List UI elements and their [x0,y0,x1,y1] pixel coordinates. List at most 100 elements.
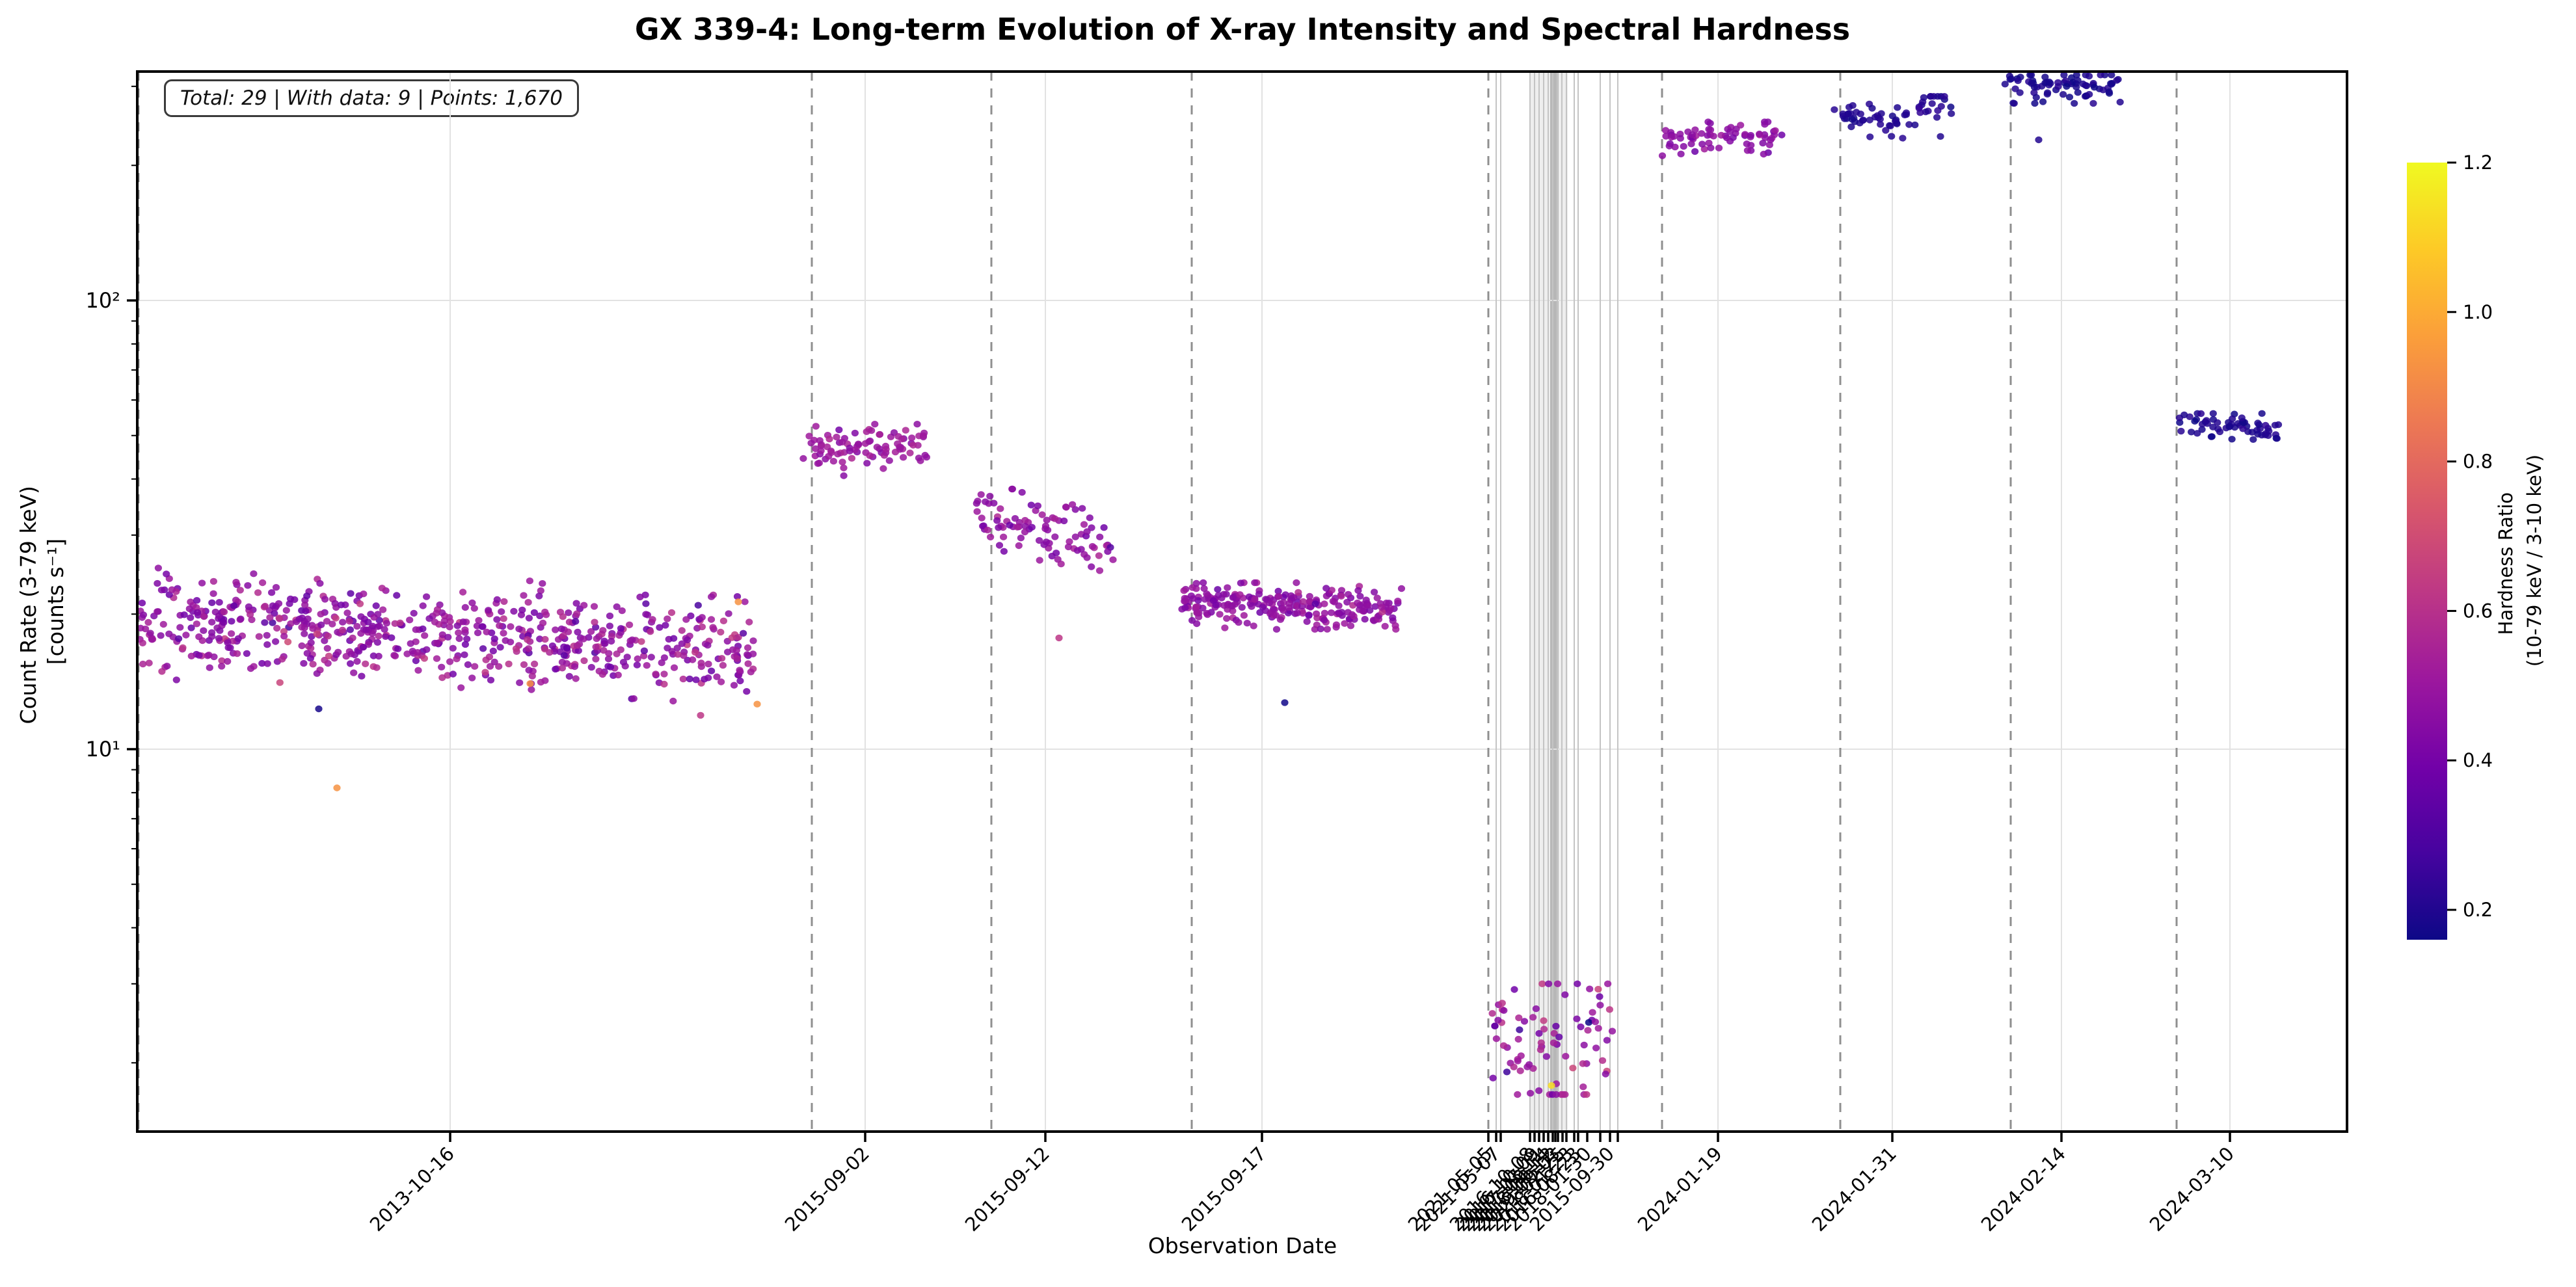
scatter-point [1760,150,1767,158]
scatter-point [284,638,292,646]
scatter-point [1321,617,1328,624]
scatter-point [220,619,228,626]
scatter-point [313,630,321,637]
scatter-point [563,644,571,652]
plot-frame [136,70,2348,1133]
scatter-point [525,667,533,674]
scatter-point [993,517,1001,524]
scatter-point [2065,94,2074,101]
scatter-point [372,602,380,609]
scatter-point [271,610,278,617]
scatter-point [1517,1052,1525,1059]
scatter-point [719,617,727,624]
scatter-point [362,626,370,633]
scatter-point [1858,117,1867,124]
scatter-point [1235,618,1242,626]
scatter-point [664,615,671,622]
scatter-point [2044,89,2052,96]
scatter-point [282,607,290,614]
scatter-point [812,423,820,430]
scatter-point [1591,1018,1600,1026]
scatter-point [1580,1041,1588,1049]
scatter-point [195,652,203,659]
scatter-point [375,617,383,624]
scatter-point [1767,137,1775,144]
scatter-point [1280,599,1287,606]
scatter-point [557,625,565,633]
scatter-point [1579,1060,1587,1067]
scatter-point [573,642,582,649]
scatter-point [623,654,631,661]
scatter-point [461,651,468,658]
scatter-point [1203,609,1211,617]
scatter-point [829,458,837,465]
scatter-point [537,587,544,594]
scatter-point [1259,604,1267,611]
scatter-point [1354,587,1362,594]
scatter-point [425,615,433,622]
colorbar-tick-label: 0.8 [2463,451,2493,473]
scatter-point [334,648,342,656]
scatter-point [2028,80,2035,87]
scatter-point [1295,589,1302,596]
scatter-point [606,622,614,630]
scatter-point [1356,606,1363,613]
scatter-point [2060,72,2068,79]
scatter-point [866,452,874,459]
scatter-point [618,607,626,615]
scatter-point [1221,624,1229,631]
scatter-point [353,657,361,665]
scatter-point [1573,1015,1581,1022]
scatter-point [1223,615,1231,622]
scatter-point [1500,1007,1508,1015]
scatter-point [359,644,368,651]
scatter-point [209,590,217,597]
scatter-point [2262,421,2270,429]
scatter-point [2016,89,2024,96]
scatter-point [674,651,682,658]
scatter-point [1948,110,1955,117]
scatter-point [208,599,216,606]
scatter-point [1265,599,1273,607]
scatter-point [515,625,523,633]
scatter-point [692,676,700,683]
scatter-point [218,663,226,670]
scatter-point [1347,622,1355,630]
scatter-point [349,634,356,642]
scatter-point [1220,602,1228,609]
scatter-point [1706,126,1715,133]
scatter-point [1737,122,1745,129]
scatter-point [873,444,881,451]
scatter-point [396,619,404,626]
scatter-point [423,593,431,600]
scatter-point [642,611,650,618]
scatter-point [630,695,637,702]
scatter-point [1362,596,1370,604]
scatter-point [185,605,193,613]
scatter-point [1778,131,1786,139]
scatter-point [1060,517,1068,525]
scatter-point [882,445,890,453]
scatter-point [2086,90,2093,98]
scatter-point [317,621,325,628]
scatter-point [1077,546,1085,553]
scatter-point [1523,1063,1531,1070]
scatter-point [266,614,274,621]
scatter-point [461,604,469,611]
scatter-point [518,606,526,614]
scatter-point [1293,579,1300,587]
scatter-point [536,612,544,620]
scatter-point [1311,600,1319,607]
scatter-point [1104,548,1112,555]
scatter-point [2097,72,2104,79]
scatter-point [2091,84,2099,91]
scatter-point [1937,133,1944,140]
scatter-point [613,650,621,657]
scatter-point [600,646,608,654]
scatter-point [1256,609,1264,616]
scatter-point [224,639,232,646]
scatter-point [1596,993,1603,1000]
scatter-point [572,675,580,682]
scatter-point [1189,595,1197,602]
scatter-point [304,615,312,622]
